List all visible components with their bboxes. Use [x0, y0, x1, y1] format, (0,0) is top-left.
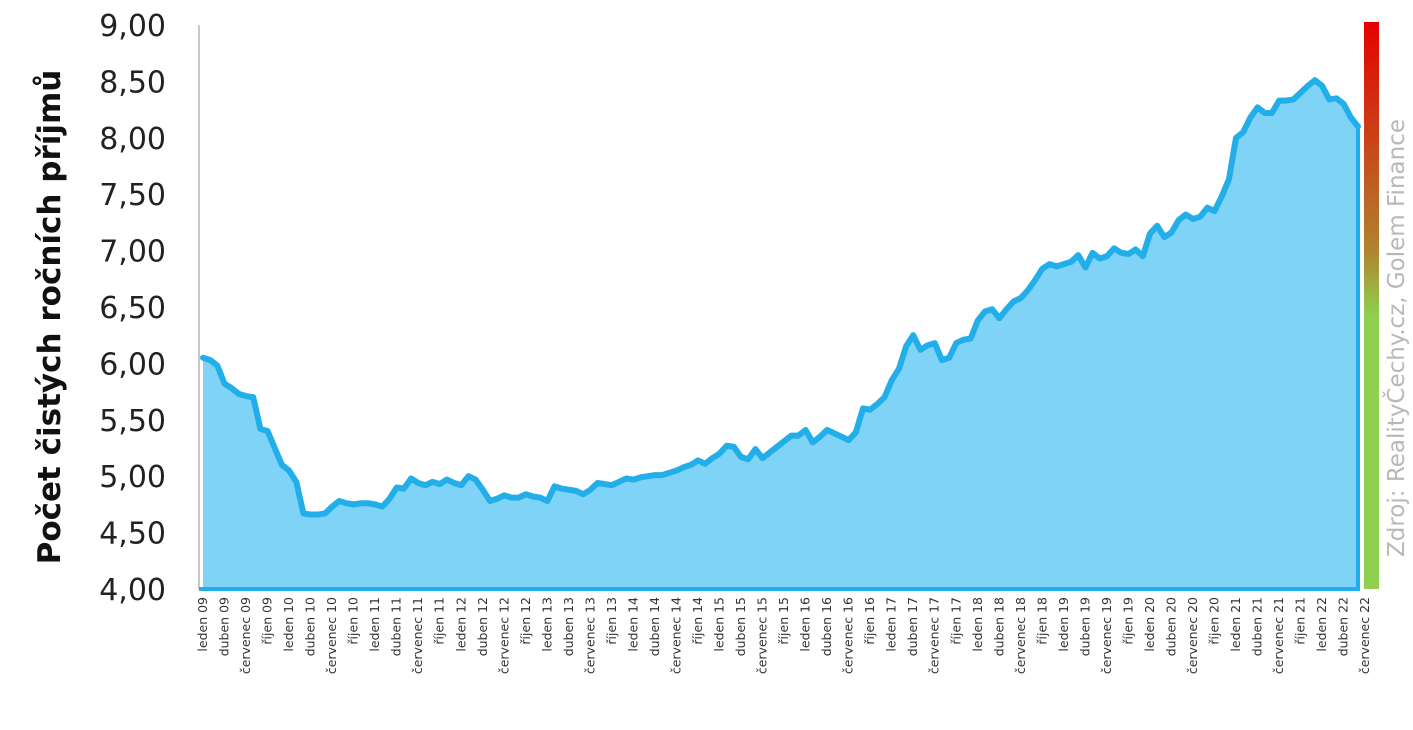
source-text: Zdroj: RealityČechy.cz, Golem Finance — [1382, 119, 1410, 557]
y-tick-label: 8,50 — [99, 65, 166, 100]
x-tick-label: duben 12 — [475, 597, 490, 656]
x-tick-label: duben 09 — [217, 597, 232, 656]
x-tick-label: říjen 14 — [690, 597, 705, 645]
x-tick-label: leden 18 — [970, 597, 985, 652]
y-tick-label: 7,00 — [99, 235, 166, 270]
x-tick-label: duben 18 — [991, 597, 1006, 656]
x-tick-label: duben 13 — [561, 597, 576, 656]
x-tick-label: duben 15 — [733, 597, 748, 656]
x-tick-label: leden 21 — [1228, 597, 1243, 652]
x-tick-label: říjen 19 — [1120, 597, 1135, 645]
x-tick-label: leden 15 — [712, 597, 727, 652]
x-tick-label: červenec 18 — [1013, 597, 1028, 674]
x-tick-label: duben 20 — [1163, 597, 1178, 656]
x-tick-label: červenec 20 — [1185, 597, 1200, 674]
x-tick-label: červenec 19 — [1099, 597, 1114, 674]
y-tick-label: 9,00 — [99, 9, 166, 44]
x-tick-label: leden 22 — [1314, 597, 1329, 652]
x-tick-label: duben 16 — [819, 597, 834, 656]
x-tick-label: říjen 13 — [604, 597, 619, 645]
x-tick-label: červenec 09 — [238, 597, 253, 674]
x-tick-label: říjen 15 — [776, 597, 791, 645]
x-tick-label: červenec 10 — [324, 597, 339, 674]
x-tick-label: duben 10 — [303, 597, 318, 656]
x-tick-label: červenec 14 — [668, 597, 683, 674]
x-tick-label: říjen 11 — [432, 597, 447, 645]
x-tick-label: říjen 17 — [948, 597, 963, 645]
x-tick-label: říjen 16 — [862, 597, 877, 645]
x-tick-label: leden 12 — [453, 597, 468, 652]
x-tick-label: říjen 10 — [346, 597, 361, 645]
x-tick-label: duben 11 — [389, 597, 404, 656]
y-tick-label: 4,50 — [99, 517, 166, 552]
x-tick-label: duben 14 — [647, 597, 662, 656]
x-tick-label: duben 17 — [905, 597, 920, 656]
x-tick-label: červenec 17 — [927, 597, 942, 674]
x-tick-label: duben 19 — [1077, 597, 1092, 656]
x-tick-label: duben 21 — [1250, 597, 1265, 656]
y-tick-label: 7,50 — [99, 178, 166, 213]
x-tick-label: říjen 20 — [1207, 597, 1222, 645]
y-tick-label: 5,50 — [99, 404, 166, 439]
x-tick-label: leden 13 — [539, 597, 554, 652]
y-tick-label: 4,00 — [99, 573, 166, 608]
x-tick-label: červenec 11 — [410, 597, 425, 674]
y-tick-label: 6,50 — [99, 291, 166, 326]
x-tick-label: říjen 21 — [1293, 597, 1308, 645]
y-tick-label: 6,00 — [99, 347, 166, 382]
y-axis-label: Počet čistých ročních příjmů — [32, 70, 68, 565]
x-tick-label: leden 10 — [281, 597, 296, 652]
x-tick-label: červenec 12 — [496, 597, 511, 674]
x-axis-ticks: leden 09 duben 09 červenec 09 říjen 09 leden… — [195, 597, 1372, 674]
y-axis-ticks: 4,00 4,50 5,00 5,50 6,00 6,50 7,00 7,50 8,00 8,50… — [99, 9, 166, 608]
x-tick-label: leden 19 — [1056, 597, 1071, 652]
x-tick-label: leden 11 — [367, 597, 382, 652]
x-tick-label: červenec 22 — [1357, 597, 1372, 674]
x-tick-label: červenec 13 — [582, 597, 597, 674]
x-tick-label: červenec 16 — [841, 597, 856, 674]
y-tick-label: 5,00 — [99, 460, 166, 495]
x-tick-label: říjen 12 — [518, 597, 533, 645]
x-tick-label: duben 22 — [1336, 597, 1351, 656]
x-tick-label: červenec 15 — [755, 597, 770, 674]
x-tick-label: leden 09 — [195, 597, 210, 652]
x-tick-label: leden 17 — [884, 597, 899, 652]
y-tick-label: 8,00 — [99, 122, 166, 157]
series-line — [200, 77, 1361, 518]
x-tick-label: červenec 21 — [1271, 597, 1286, 674]
x-tick-label: leden 14 — [625, 597, 640, 652]
x-tick-label: leden 16 — [798, 597, 813, 652]
x-tick-label: říjen 18 — [1034, 597, 1049, 645]
area-fill — [203, 80, 1358, 590]
x-tick-label: leden 20 — [1142, 597, 1157, 652]
x-tick-label: říjen 09 — [260, 597, 275, 645]
color-scale-bar — [1364, 22, 1379, 589]
